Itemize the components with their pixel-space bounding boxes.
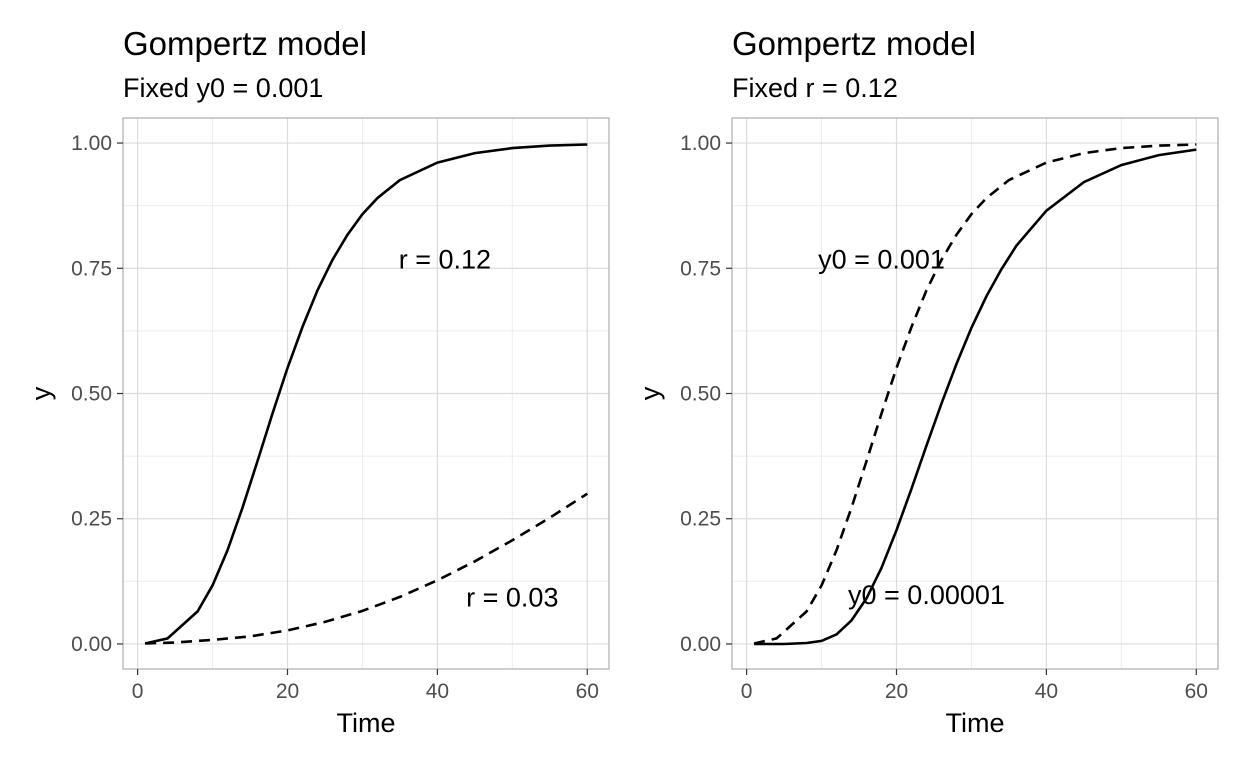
series-line-dashed bbox=[145, 492, 589, 645]
y-tick-label: 0.25 bbox=[680, 508, 721, 531]
y-tick-label: 0.50 bbox=[680, 383, 721, 406]
curve-annotation: r = 0.03 bbox=[466, 582, 558, 612]
y-tick-label: 0.00 bbox=[71, 633, 112, 656]
x-tick-label: 20 bbox=[276, 680, 299, 703]
x-tick-label: 20 bbox=[885, 680, 908, 703]
y-tick-label: 0.00 bbox=[680, 633, 721, 656]
series-line-solid bbox=[754, 148, 1197, 646]
chart-panel-2: Gompertz model Fixed r = 0.12 0 20 40 60 0.00 0… bbox=[635, 25, 1219, 738]
curve-annotation: y0 = 0.001 bbox=[818, 244, 945, 274]
y-tick-label: 0.75 bbox=[680, 257, 721, 280]
series-line-dashed bbox=[753, 143, 1197, 645]
curve-annotation: r = 0.12 bbox=[399, 244, 491, 274]
x-axis-title: Time bbox=[337, 708, 396, 738]
x-tick-label: 60 bbox=[576, 680, 599, 703]
chart-panel-1: Gompertz model Fixed y0 = 0.001 0 20 40 60 0.0… bbox=[26, 25, 610, 738]
y-tick-label: 1.00 bbox=[680, 132, 721, 155]
y-axis-title: y bbox=[26, 386, 56, 400]
y-tick-label: 0.25 bbox=[71, 508, 112, 531]
x-tick-label: 0 bbox=[741, 680, 753, 703]
x-tick-label: 40 bbox=[426, 680, 449, 703]
y-axis-title: y bbox=[635, 386, 665, 400]
chart-title: Gompertz model bbox=[732, 25, 976, 62]
x-axis-title: Time bbox=[946, 708, 1005, 738]
series-line-solid bbox=[144, 143, 588, 645]
x-tick-label: 40 bbox=[1035, 680, 1058, 703]
chart-subtitle: Fixed r = 0.12 bbox=[732, 73, 898, 103]
curve-annotation: y0 = 0.00001 bbox=[848, 580, 1005, 610]
y-tick-label: 0.75 bbox=[71, 257, 112, 280]
chart-title: Gompertz model bbox=[123, 25, 367, 62]
y-tick-label: 0.50 bbox=[71, 383, 112, 406]
y-tick-label: 1.00 bbox=[71, 132, 112, 155]
chart-subtitle: Fixed y0 = 0.001 bbox=[123, 73, 323, 103]
x-tick-label: 60 bbox=[1185, 680, 1208, 703]
x-tick-label: 0 bbox=[132, 680, 144, 703]
